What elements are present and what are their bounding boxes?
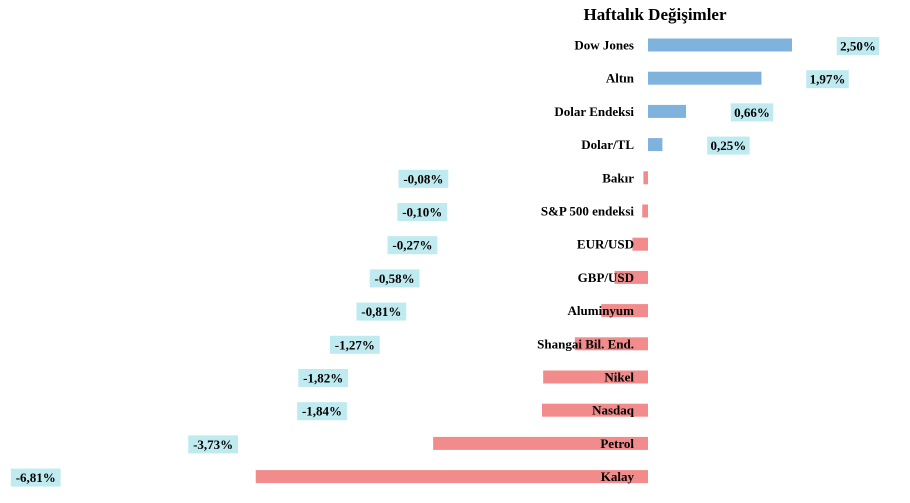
value-label-text: -0,27% [392,238,432,253]
value-label-text: -0,58% [375,271,415,286]
bar-kalay [255,470,648,484]
category-label-altin: Altın [606,71,635,86]
bar-aluminyum [601,304,648,318]
value-label-text: -6,81% [16,470,56,485]
value-label-dolar-endeksi: 0,66% [730,103,774,122]
value-label-text: 0,66% [734,105,770,120]
value-label-gbp-usd: -0,58% [369,269,420,288]
value-label-box [356,302,407,321]
value-label-text: -3,73% [193,437,233,452]
value-label-text: 2,50% [840,39,876,54]
bar-nikel [543,370,648,384]
category-label-shangai-bil-end: Shangai Bil. End. [537,336,634,351]
category-label-gbp-usd: GBP/USD [578,270,634,285]
chart-title: Haftalık Değişimler [583,5,727,24]
value-label-text: -1,84% [302,404,342,419]
value-label-box [369,269,420,288]
value-label-text: -0,08% [403,171,443,186]
value-label-altin: 1,97% [806,70,849,89]
value-label-text: 0,25% [711,138,747,153]
bar-dolar-tl [648,138,663,152]
category-label-dolar-endeksi: Dolar Endeksi [554,104,634,119]
bar-gbp-usd [614,270,648,284]
value-label-box [397,203,448,221]
value-label-box [836,37,880,55]
value-label-box [806,70,849,89]
bar-dow-jones [648,38,792,52]
value-label-eur-usd: -0,27% [387,236,438,255]
value-label-box [707,136,750,155]
value-label-box [387,236,438,255]
category-label-sandp-500-endeksi: S&P 500 endeksi [541,204,635,219]
category-label-dow-jones: Dow Jones [574,38,634,53]
bar-shangai-bil-end [574,337,648,351]
value-label-box [398,169,449,188]
category-label-petrol: Petrol [600,436,634,451]
bar-eur-usd [632,237,648,251]
value-label-bakir: -0,08% [398,169,449,188]
value-label-box [297,402,347,421]
bar-dolar-endeksi [648,104,687,118]
bar-sandp-500-endeksi [642,204,648,218]
category-label-dolar-tl: Dolar/TL [581,137,634,152]
value-label-dolar-tl: 0,25% [707,136,750,155]
value-label-text: -1,27% [335,337,375,352]
bar-altin [648,71,762,85]
value-label-box [298,369,349,387]
category-label-nasdaq: Nasdaq [592,403,635,418]
value-label-text: -1,82% [303,371,343,386]
category-label-aluminyum: Aluminyum [568,303,635,318]
value-label-box [10,468,61,487]
value-label-aluminyum: -0,81% [356,302,407,321]
category-label-eur-usd: EUR/USD [577,237,634,252]
value-label-sandp-500-endeksi: -0,10% [397,203,448,221]
bar-nasdaq [542,403,648,417]
value-label-text: -0,10% [402,205,442,220]
value-label-text: 1,97% [810,72,846,87]
value-label-petrol: -3,73% [188,435,239,454]
value-label-box [730,103,774,122]
value-label-shangai-bil-end: -1,27% [329,335,380,354]
category-label-kalay: Kalay [601,469,635,484]
category-label-nikel: Nikel [604,370,634,385]
bar-petrol [433,436,648,450]
value-label-dow-jones: 2,50% [836,37,880,55]
category-label-bakir: Bakır [602,170,634,185]
value-label-text: -0,81% [361,304,401,319]
value-label-kalay: -6,81% [10,468,61,487]
value-label-nasdaq: -1,84% [297,402,347,421]
value-label-box [188,435,239,454]
bar-bakir [643,171,648,185]
value-label-nikel: -1,82% [298,369,349,387]
value-label-box [329,335,380,354]
